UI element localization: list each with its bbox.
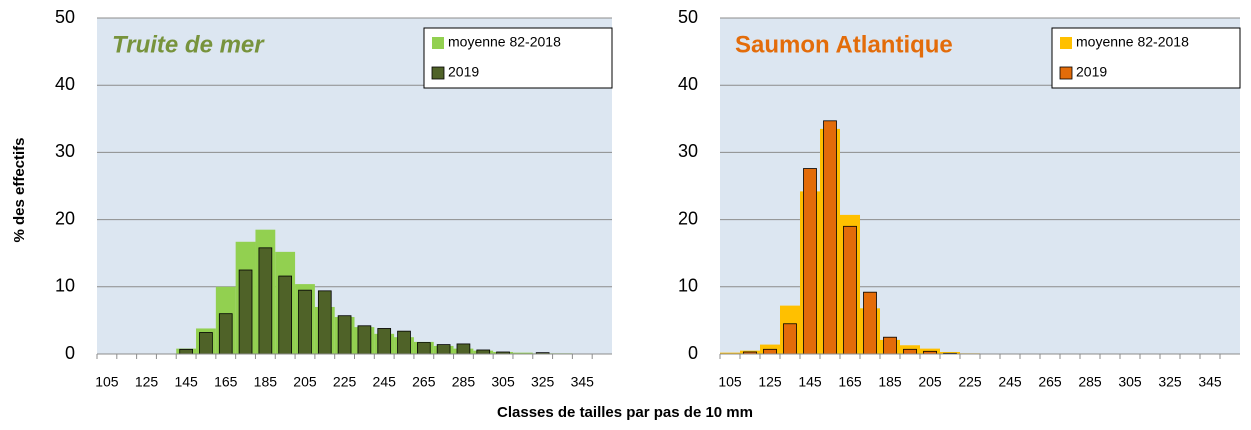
y-tick-label: 0 (688, 343, 698, 363)
bar (883, 336, 897, 355)
x-tick-label: 225 (958, 374, 982, 390)
bar (278, 275, 293, 355)
legend-box (1051, 27, 1241, 89)
y-axis-label: % des effectifs (11, 137, 28, 242)
y-tick-label: 50 (678, 7, 698, 27)
x-tick-label: 245 (998, 374, 1022, 390)
legend-label: moyenne 82-2018 (1076, 34, 1189, 50)
y-tick-label: 50 (55, 7, 75, 27)
x-tick-label: 185 (254, 374, 278, 390)
x-tick-label: 265 (1038, 374, 1062, 390)
x-tick-label: 125 (135, 374, 159, 390)
bar (317, 290, 332, 355)
bar (512, 352, 533, 354)
chart-title: Truite de mer (112, 31, 265, 58)
x-axis-label: Classes de tailles par pas de 10 mm (497, 404, 753, 421)
y-tick-label: 20 (678, 208, 698, 228)
y-tick-label: 10 (55, 276, 75, 296)
bar (258, 247, 273, 355)
x-tick-label: 205 (293, 374, 317, 390)
y-tick-label: 20 (55, 208, 75, 228)
x-tick-label: 225 (333, 374, 357, 390)
bar (337, 315, 352, 355)
bar (199, 332, 213, 355)
bar (783, 323, 797, 355)
bar (377, 328, 392, 355)
bar (218, 313, 233, 355)
x-tick-label: 285 (1078, 374, 1102, 390)
x-tick-label: 165 (838, 374, 862, 390)
y-tick-label: 40 (55, 74, 75, 94)
x-tick-label: 325 (1158, 374, 1182, 390)
x-tick-label: 105 (95, 374, 119, 390)
bar (436, 344, 451, 355)
bar (803, 168, 817, 355)
legend-box (423, 27, 613, 89)
bar (179, 348, 193, 355)
bar (298, 289, 312, 355)
x-tick-label: 125 (758, 374, 782, 390)
bar (416, 342, 431, 355)
bar (863, 291, 877, 355)
legend-label: moyenne 82-2018 (448, 34, 561, 50)
x-tick-label: 245 (373, 374, 397, 390)
legend-label: 2019 (1076, 64, 1107, 80)
x-tick-label: 285 (452, 374, 476, 390)
bar (720, 352, 740, 354)
x-tick-label: 205 (918, 374, 942, 390)
legend-label: 2019 (448, 64, 479, 80)
bar (823, 120, 837, 355)
bar (397, 330, 411, 355)
x-tick-label: 165 (214, 374, 238, 390)
x-tick-label: 185 (878, 374, 902, 390)
x-tick-label: 305 (1118, 374, 1142, 390)
x-tick-label: 345 (571, 374, 595, 390)
bar (456, 343, 471, 355)
bar (476, 349, 491, 355)
y-tick-label: 0 (65, 343, 75, 363)
x-tick-label: 105 (718, 374, 742, 390)
bar (357, 325, 372, 355)
chart-title: Saumon Atlantique (735, 31, 953, 58)
y-tick-label: 40 (678, 74, 698, 94)
x-tick-label: 145 (798, 374, 822, 390)
bar (843, 225, 857, 355)
bar (763, 348, 777, 355)
bar (903, 348, 917, 355)
legend-swatch (432, 37, 444, 49)
x-tick-label: 325 (531, 374, 555, 390)
legend-swatch (1060, 37, 1072, 49)
x-tick-label: 145 (174, 374, 198, 390)
legend-swatch (1059, 66, 1073, 80)
y-tick-label: 30 (55, 141, 75, 161)
y-tick-label: 10 (678, 276, 698, 296)
x-tick-label: 305 (491, 374, 515, 390)
x-tick-label: 345 (1198, 374, 1222, 390)
bar (238, 269, 253, 355)
x-tick-label: 265 (412, 374, 436, 390)
legend-swatch (431, 66, 445, 80)
y-tick-label: 30 (678, 141, 698, 161)
